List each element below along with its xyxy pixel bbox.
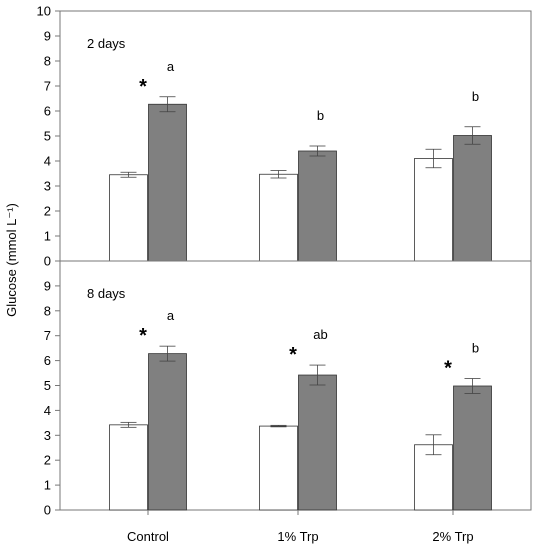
bar-gray xyxy=(453,385,492,511)
significance-letter: b xyxy=(317,108,324,123)
y-axis-label: Glucose (mmol L⁻¹) xyxy=(4,203,19,317)
bar-gray xyxy=(148,103,187,262)
x-category-label: 2% Trp xyxy=(432,529,473,544)
significance-letter: a xyxy=(167,308,175,323)
bar-white xyxy=(259,425,298,511)
asterisk-marker: * xyxy=(139,325,147,347)
bar-gray xyxy=(298,150,337,262)
y-tick-label: 8 xyxy=(44,303,51,318)
bar-gray xyxy=(453,135,492,262)
y-tick-label: 8 xyxy=(44,54,51,69)
y-tick-label: 3 xyxy=(44,428,51,443)
bar-white xyxy=(109,174,148,262)
y-tick-label: 4 xyxy=(44,403,51,418)
y-tick-label: 6 xyxy=(44,353,51,368)
asterisk-marker: * xyxy=(139,76,147,98)
y-tick-label: 0 xyxy=(44,254,51,269)
y-tick-label: 6 xyxy=(44,104,51,119)
y-tick-label: 0 xyxy=(44,503,51,518)
y-tick-label: 5 xyxy=(44,129,51,144)
y-tick-label: 7 xyxy=(44,79,51,94)
y-tick-label: 4 xyxy=(44,154,51,169)
y-tick-label: 1 xyxy=(44,229,51,244)
bar-white xyxy=(414,444,453,511)
significance-letter: ab xyxy=(313,327,327,342)
plot-area: 0 1 2 3 4 5 6 7 8 9 10 2 days a * b b 0 1 2 3 4 5 6 7 8 9 8 days a *… xyxy=(37,4,532,544)
asterisk-marker: * xyxy=(289,344,297,366)
panel-label: 8 days xyxy=(87,286,126,301)
y-tick-label: 7 xyxy=(44,328,51,343)
significance-letter: b xyxy=(472,89,479,104)
y-tick-label: 2 xyxy=(44,204,51,219)
bar-white xyxy=(259,173,298,262)
y-tick-label: 10 xyxy=(37,4,51,19)
bar-white xyxy=(109,424,148,511)
y-tick-label: 3 xyxy=(44,179,51,194)
panel-label: 2 days xyxy=(87,36,126,51)
bar-gray xyxy=(148,353,187,511)
x-category-label: Control xyxy=(127,529,169,544)
x-category-label: 1% Trp xyxy=(277,529,318,544)
y-tick-label: 9 xyxy=(44,278,51,293)
asterisk-marker: * xyxy=(444,358,452,380)
bar-white xyxy=(414,158,453,262)
bar-gray xyxy=(298,374,337,511)
significance-letter: b xyxy=(472,341,479,356)
y-tick-label: 5 xyxy=(44,378,51,393)
y-tick-label: 1 xyxy=(44,478,51,493)
y-tick-label: 9 xyxy=(44,29,51,44)
significance-letter: a xyxy=(167,59,175,74)
y-tick-label: 2 xyxy=(44,453,51,468)
